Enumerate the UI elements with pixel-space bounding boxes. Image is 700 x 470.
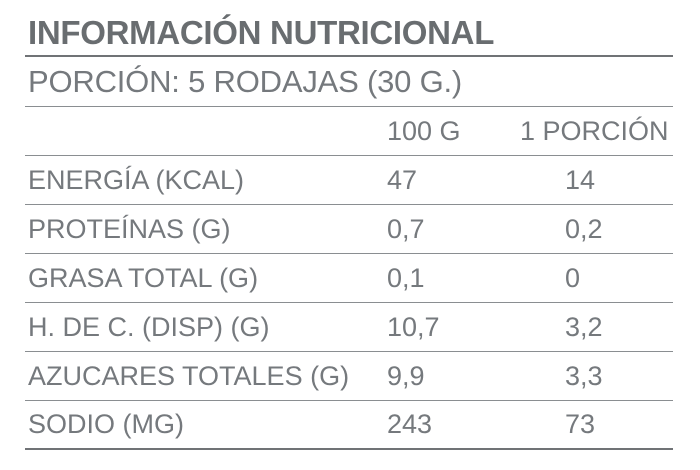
value-per-portion: 0,2	[565, 213, 603, 244]
table-row-hidratos-carbono: H. DE C. (DISP) (G) 10,7 3,2	[25, 303, 673, 352]
value-per-portion: 14	[565, 164, 596, 195]
value-per-portion: 0	[565, 262, 581, 293]
table-row-energia: ENERGÍA (KCAL) 47 14	[25, 156, 673, 205]
nutrient-label: H. DE C. (DISP) (G)	[28, 311, 270, 342]
table-row-grasa-total: GRASA TOTAL (G) 0,1 0	[25, 254, 673, 303]
nutrient-label: AZUCARES TOTALES (G)	[28, 360, 350, 391]
table-row-proteinas: PROTEÍNAS (G) 0,7 0,2	[25, 205, 673, 254]
value-per-portion: 3,2	[565, 311, 603, 342]
value-per-portion: 73	[565, 409, 596, 439]
column-header-100g: 100 G	[387, 115, 461, 146]
nutrient-label: SODIO (MG)	[28, 409, 184, 439]
portion-line: PORCIÓN: 5 RODAJAS (30 G.)	[25, 57, 673, 107]
nutrient-label: PROTEÍNAS (G)	[28, 213, 231, 244]
nutrient-label: ENERGÍA (KCAL)	[28, 164, 245, 195]
value-per-portion: 3,3	[565, 360, 603, 391]
table-row-azucares-totales: AZUCARES TOTALES (G) 9,9 3,3	[25, 352, 673, 401]
nutrition-table: INFORMACIÓN NUTRICIONAL PORCIÓN: 5 RODAJ…	[25, 0, 673, 450]
value-per-100g: 0,1	[387, 262, 425, 293]
table-row-sodio: SODIO (MG) 243 73	[25, 401, 673, 450]
table-header-row: 100 G 1 PORCIÓN	[25, 107, 673, 156]
value-per-100g: 243	[387, 409, 433, 439]
value-per-100g: 10,7	[387, 311, 440, 342]
value-per-100g: 0,7	[387, 213, 425, 244]
column-header-1porcion: 1 PORCIÓN	[520, 115, 669, 146]
page-title: INFORMACIÓN NUTRICIONAL	[25, 0, 673, 57]
value-per-100g: 9,9	[387, 360, 425, 391]
value-per-100g: 47	[387, 164, 418, 195]
nutrient-label: GRASA TOTAL (G)	[28, 262, 259, 293]
